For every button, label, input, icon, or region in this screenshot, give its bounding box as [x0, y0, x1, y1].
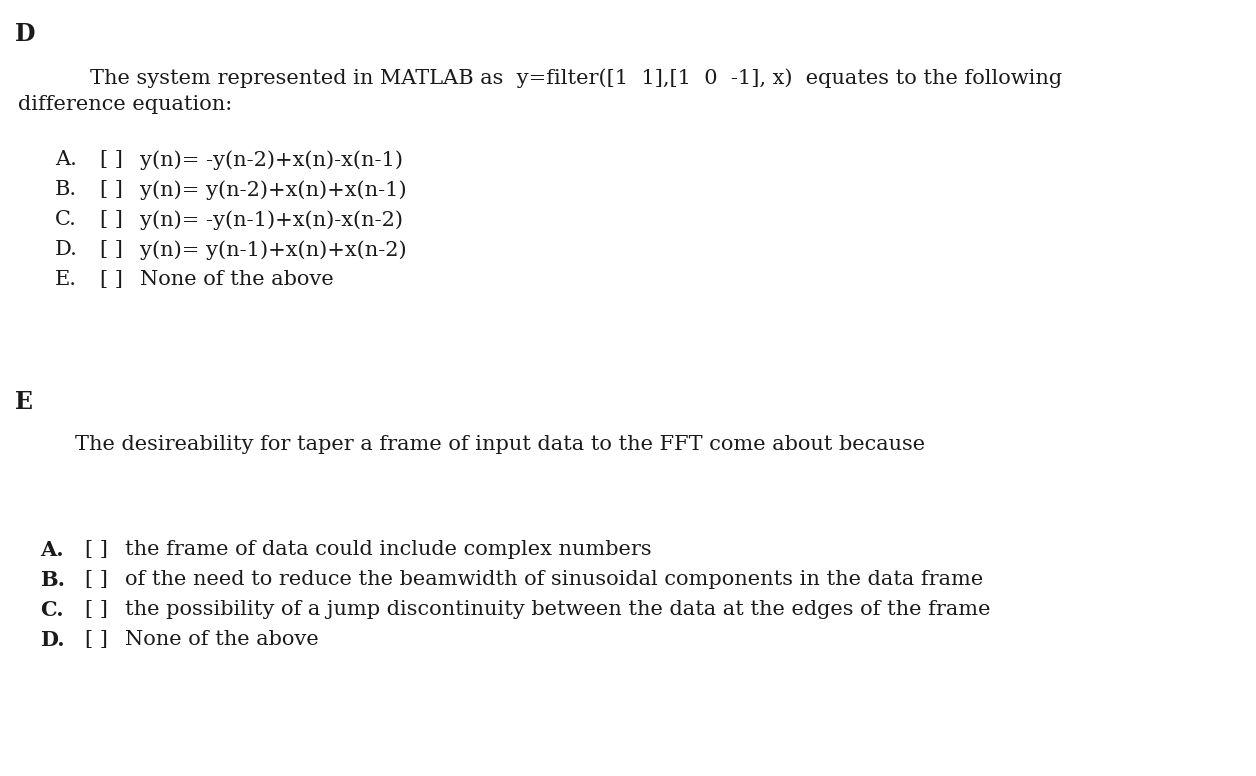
Text: B.: B. [40, 570, 65, 590]
Text: [ ]: [ ] [85, 630, 108, 649]
Text: y(n)= -y(n-1)+x(n)-x(n-2): y(n)= -y(n-1)+x(n)-x(n-2) [139, 210, 403, 230]
Text: None of the above: None of the above [126, 630, 319, 649]
Text: [ ]: [ ] [85, 570, 108, 589]
Text: the frame of data could include complex numbers: the frame of data could include complex … [126, 540, 652, 559]
Text: A.: A. [55, 150, 77, 169]
Text: [ ]: [ ] [85, 600, 108, 619]
Text: D: D [15, 22, 35, 46]
Text: C.: C. [40, 600, 64, 620]
Text: [ ]: [ ] [100, 270, 123, 289]
Text: y(n)= -y(n-2)+x(n)-x(n-1): y(n)= -y(n-2)+x(n)-x(n-1) [139, 150, 403, 170]
Text: The system represented in MATLAB as  y=filter([1  1],[1  0  -1], x)  equates to : The system represented in MATLAB as y=fi… [90, 68, 1063, 88]
Text: D.: D. [40, 630, 64, 650]
Text: [ ]: [ ] [100, 180, 123, 199]
Text: None of the above: None of the above [139, 270, 334, 289]
Text: [ ]: [ ] [100, 150, 123, 169]
Text: y(n)= y(n-2)+x(n)+x(n-1): y(n)= y(n-2)+x(n)+x(n-1) [139, 180, 407, 199]
Text: E.: E. [55, 270, 77, 289]
Text: The desireability for taper a frame of input data to the FFT come about because: The desireability for taper a frame of i… [75, 435, 926, 454]
Text: [ ]: [ ] [100, 240, 123, 259]
Text: the possibility of a jump discontinuity between the data at the edges of the fra: the possibility of a jump discontinuity … [126, 600, 991, 619]
Text: C.: C. [55, 210, 77, 229]
Text: B.: B. [55, 180, 77, 199]
Text: [ ]: [ ] [100, 210, 123, 229]
Text: E: E [15, 390, 33, 414]
Text: difference equation:: difference equation: [18, 95, 232, 114]
Text: D.: D. [55, 240, 78, 259]
Text: A.: A. [40, 540, 64, 560]
Text: y(n)= y(n-1)+x(n)+x(n-2): y(n)= y(n-1)+x(n)+x(n-2) [139, 240, 407, 260]
Text: of the need to reduce the beamwidth of sinusoidal components in the data frame: of the need to reduce the beamwidth of s… [126, 570, 983, 589]
Text: [ ]: [ ] [85, 540, 108, 559]
